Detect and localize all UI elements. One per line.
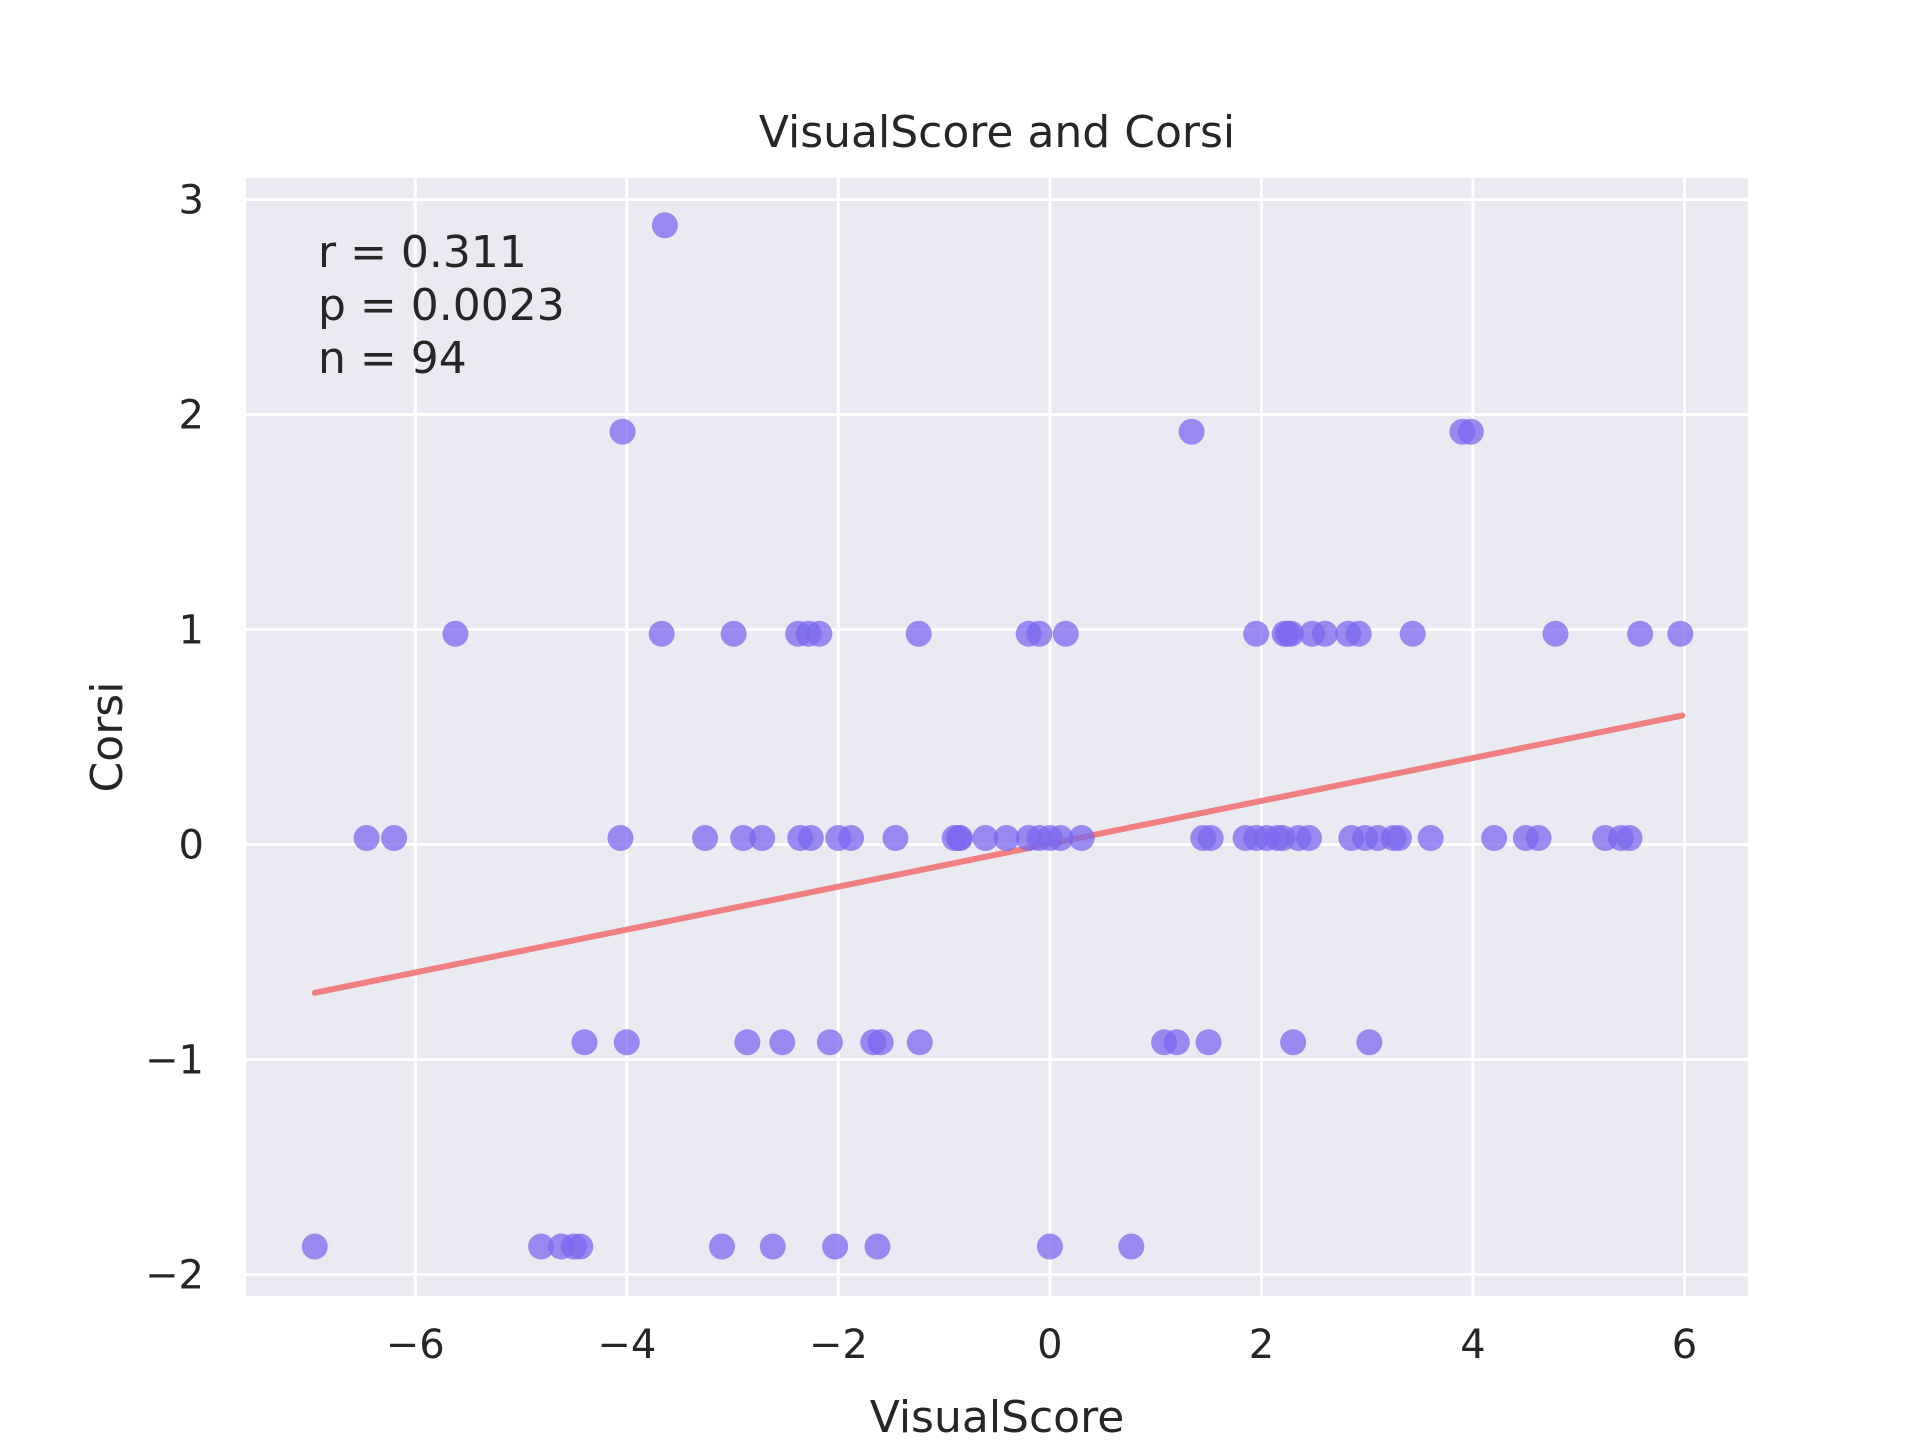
data-point bbox=[1417, 825, 1444, 852]
data-point bbox=[769, 1029, 796, 1056]
data-point bbox=[609, 418, 636, 445]
y-tick-label: 2 bbox=[179, 393, 204, 439]
data-point bbox=[906, 1029, 933, 1056]
y-tick-label: −2 bbox=[145, 1253, 204, 1299]
data-point bbox=[648, 620, 675, 647]
data-point bbox=[353, 825, 380, 852]
data-point bbox=[1118, 1233, 1145, 1260]
data-point bbox=[1026, 620, 1053, 647]
data-point bbox=[651, 212, 678, 239]
data-point bbox=[993, 825, 1020, 852]
data-point bbox=[1481, 825, 1508, 852]
x-tick-label: 0 bbox=[1037, 1322, 1062, 1368]
data-point bbox=[1052, 620, 1079, 647]
data-point bbox=[838, 825, 865, 852]
stat-n: n = 94 bbox=[318, 333, 467, 384]
data-point bbox=[571, 1029, 598, 1056]
regression-layer bbox=[311, 712, 1686, 996]
data-point bbox=[692, 825, 719, 852]
x-axis-label: VisualScore bbox=[870, 1392, 1125, 1440]
data-point bbox=[864, 1233, 891, 1260]
regression-line bbox=[311, 712, 1686, 996]
data-point bbox=[1345, 620, 1372, 647]
x-tick-label: 4 bbox=[1460, 1322, 1485, 1368]
data-point bbox=[1457, 418, 1484, 445]
data-point bbox=[1195, 1029, 1222, 1056]
data-point bbox=[1243, 620, 1270, 647]
data-point bbox=[797, 825, 824, 852]
data-point bbox=[720, 620, 747, 647]
data-point bbox=[381, 825, 408, 852]
y-tick-label: 1 bbox=[179, 608, 204, 654]
data-point bbox=[1068, 825, 1095, 852]
data-point bbox=[806, 620, 833, 647]
data-point bbox=[946, 825, 973, 852]
data-point bbox=[759, 1233, 786, 1260]
data-point bbox=[972, 825, 999, 852]
data-point bbox=[1385, 825, 1412, 852]
data-point bbox=[613, 1029, 640, 1056]
x-tick-label: 6 bbox=[1672, 1322, 1697, 1368]
data-point bbox=[1356, 1029, 1383, 1056]
data-point bbox=[734, 1029, 761, 1056]
data-point bbox=[301, 1233, 328, 1260]
data-point bbox=[749, 825, 776, 852]
y-tick-label: 3 bbox=[179, 178, 204, 224]
y-tick-label: −1 bbox=[145, 1038, 204, 1084]
tick-labels: −6 −4 −2 0 2 4 6 3 2 1 0 −1 −2 bbox=[145, 178, 1697, 1369]
data-point bbox=[708, 1233, 735, 1260]
data-point bbox=[730, 825, 757, 852]
data-point bbox=[567, 1233, 594, 1260]
data-point bbox=[1296, 825, 1323, 852]
data-point bbox=[1264, 825, 1291, 852]
data-point bbox=[442, 620, 469, 647]
plot-area bbox=[246, 178, 1748, 1296]
grid-lines bbox=[246, 178, 1748, 1296]
data-point bbox=[1178, 418, 1205, 445]
stat-p: p = 0.0023 bbox=[318, 280, 565, 331]
data-point bbox=[1399, 620, 1426, 647]
data-point bbox=[882, 825, 909, 852]
chart-title: VisualScore and Corsi bbox=[759, 107, 1235, 158]
stat-r: r = 0.311 bbox=[318, 227, 527, 278]
data-point bbox=[1163, 1029, 1190, 1056]
y-axis-label: Corsi bbox=[82, 682, 133, 793]
x-tick-label: −4 bbox=[597, 1322, 656, 1368]
data-point bbox=[1280, 1029, 1307, 1056]
data-point bbox=[1047, 825, 1074, 852]
data-point bbox=[822, 1233, 849, 1260]
data-point bbox=[1667, 620, 1694, 647]
data-point bbox=[1627, 620, 1654, 647]
data-point bbox=[1274, 620, 1301, 647]
y-tick-label: 0 bbox=[179, 823, 204, 869]
data-point bbox=[1542, 620, 1569, 647]
data-point bbox=[1036, 1233, 1063, 1260]
data-point bbox=[1616, 825, 1643, 852]
data-point bbox=[905, 620, 932, 647]
data-point bbox=[1197, 825, 1224, 852]
data-point bbox=[816, 1029, 843, 1056]
x-tick-label: −2 bbox=[809, 1322, 868, 1368]
data-point bbox=[607, 825, 634, 852]
x-tick-label: −6 bbox=[386, 1322, 445, 1368]
data-point bbox=[528, 1233, 555, 1260]
data-point bbox=[1525, 825, 1552, 852]
x-tick-label: 2 bbox=[1249, 1322, 1274, 1368]
data-point bbox=[1311, 620, 1338, 647]
data-point bbox=[867, 1029, 894, 1056]
data-points bbox=[301, 212, 1694, 1260]
